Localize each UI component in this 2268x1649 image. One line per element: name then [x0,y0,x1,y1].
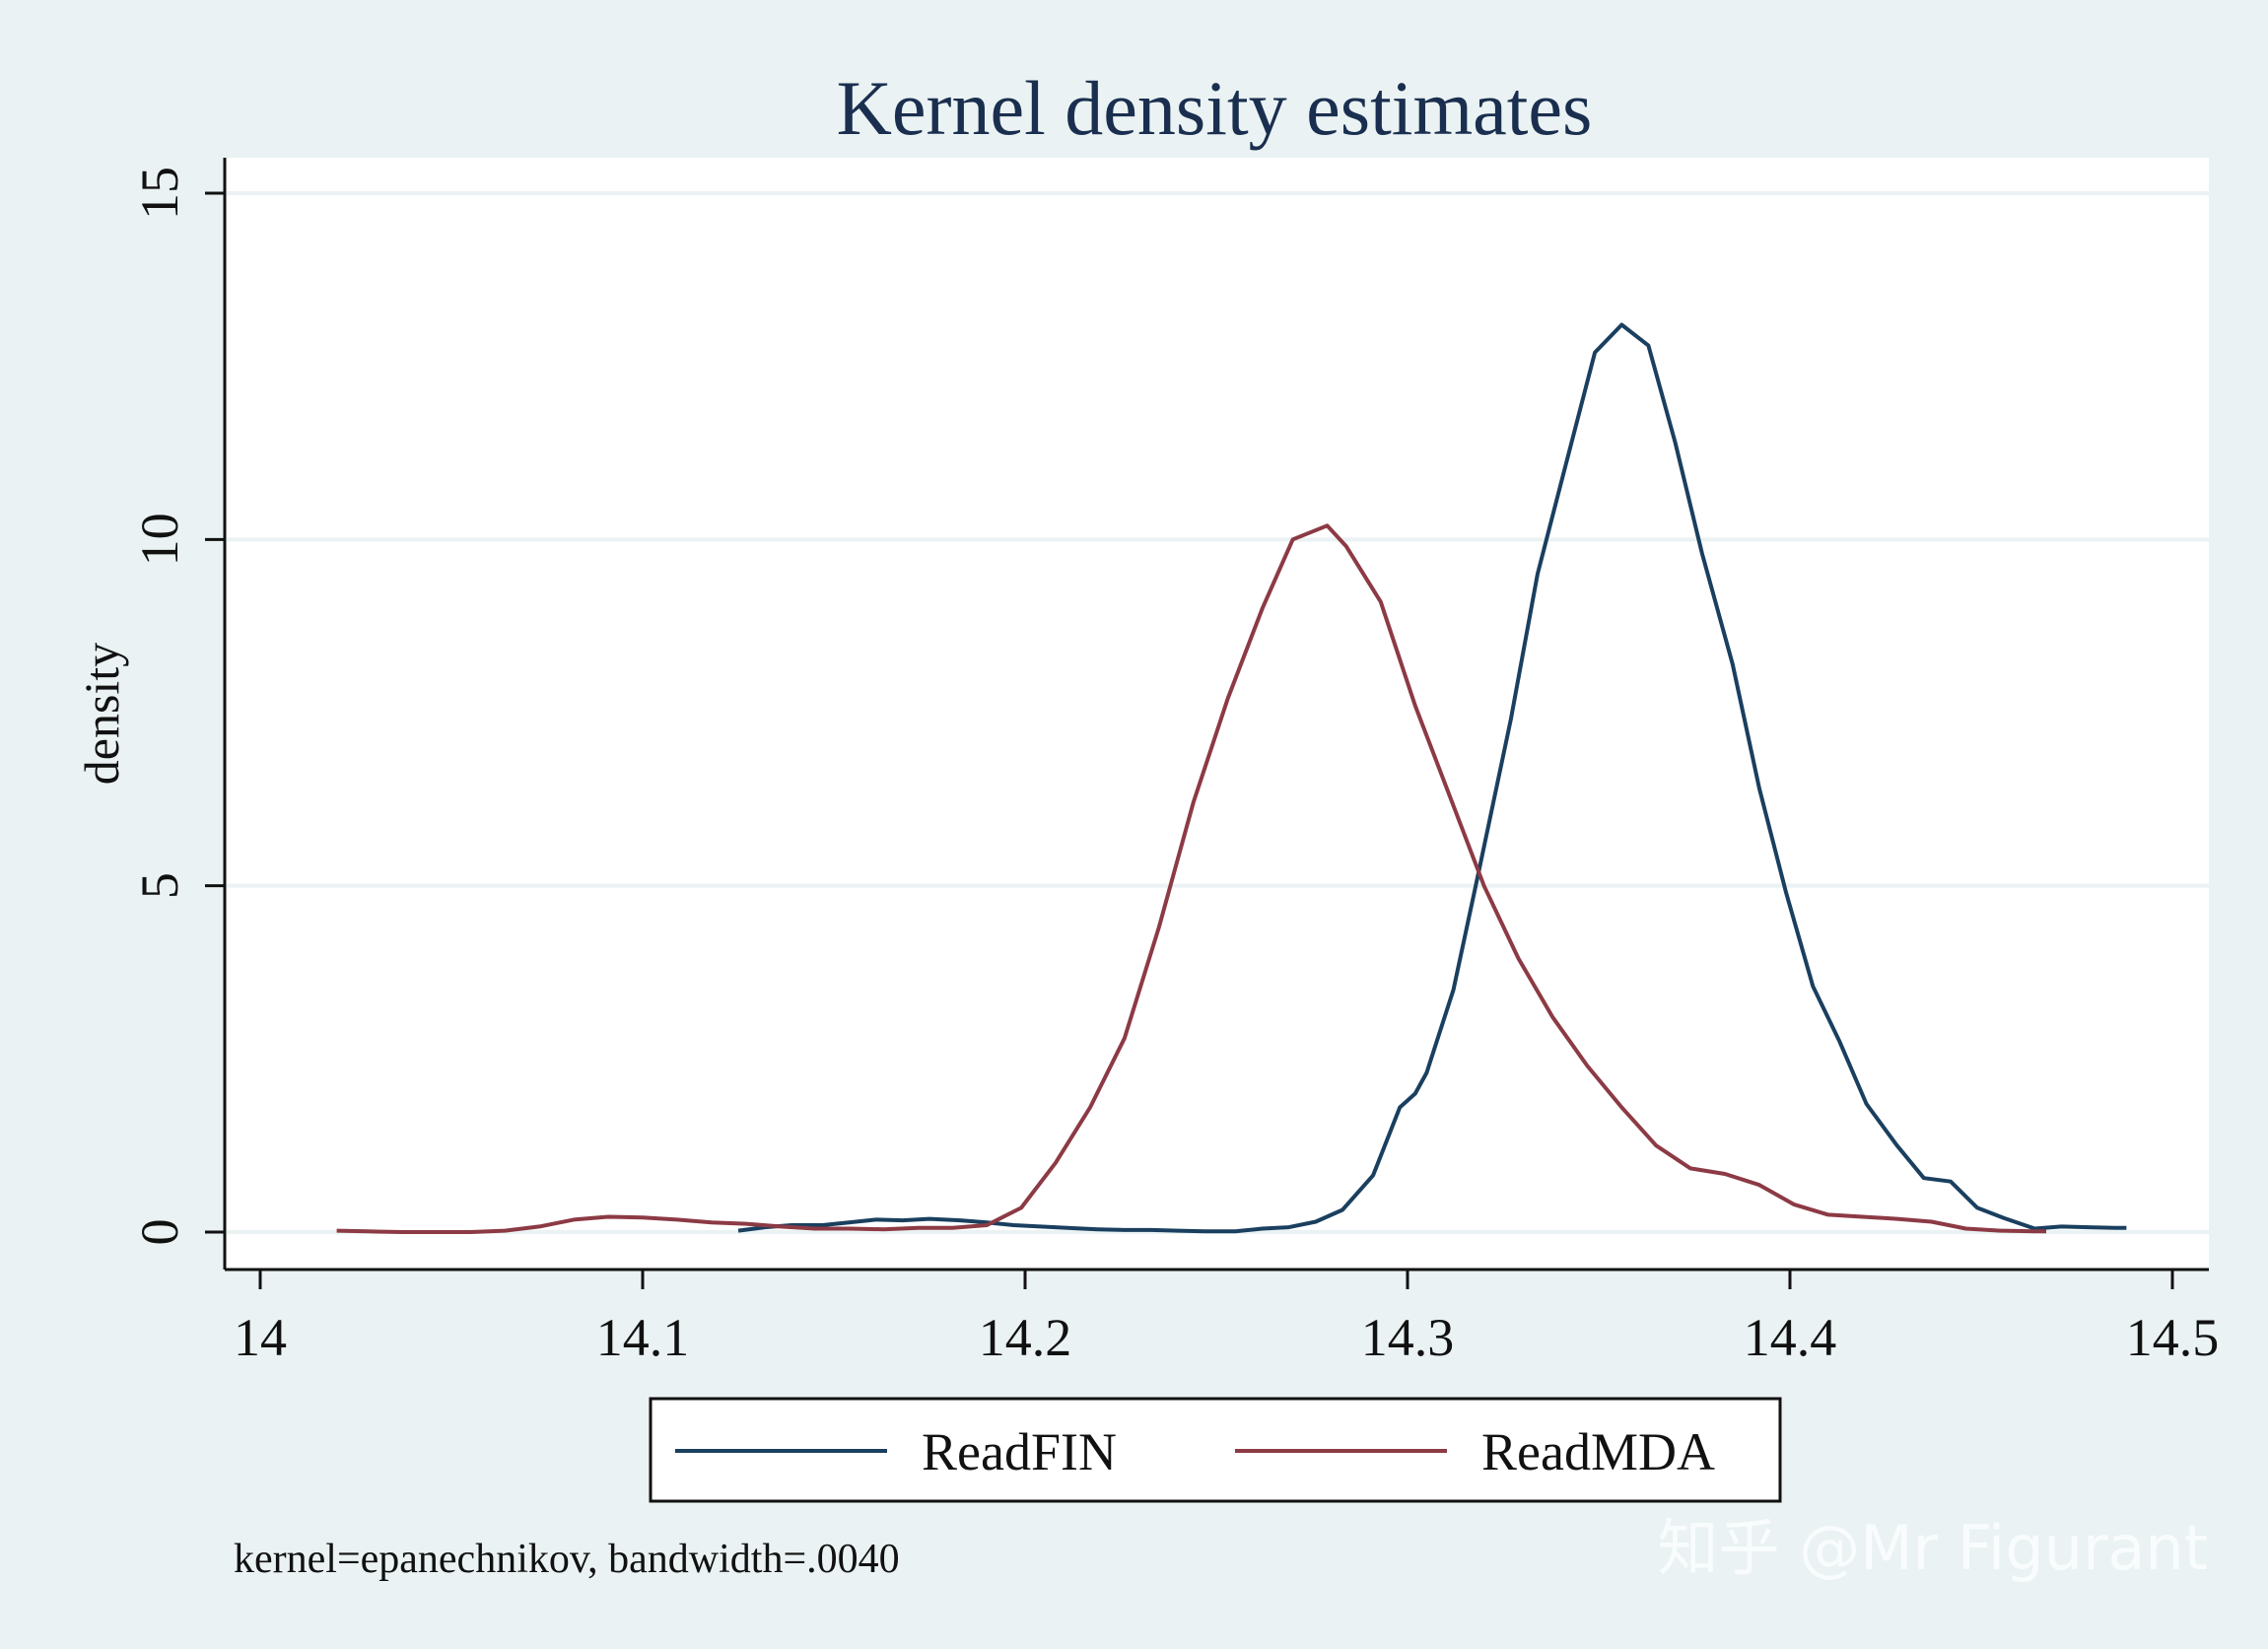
x-tick-label: 14 [234,1308,287,1367]
y-axis-label: density [74,643,129,785]
x-tick-label: 14.3 [1361,1308,1455,1367]
y-tick-label: 10 [130,513,189,566]
x-tick-label: 14.1 [596,1308,690,1367]
series-line-readfin [737,322,2127,1234]
legend: ReadFIN ReadMDA [649,1397,1782,1503]
chart-note: kernel=epanechnikov, bandwidth=.0040 [234,1537,900,1582]
x-tick-label: 14.2 [979,1308,1072,1367]
series-line-readmda [336,523,2046,1234]
chart-title: Kernel density estimates [837,65,1593,151]
y-tick-label: 5 [130,872,189,899]
x-tick-label: 14.5 [2126,1308,2220,1367]
x-tick-label: 14.4 [1744,1308,1837,1367]
watermark: 知乎 @Mr Figurant [1657,1512,2208,1584]
legend-label-readmda: ReadMDA [1481,1422,1715,1481]
grid-lines [225,191,2209,1234]
legend-label-readfin: ReadFIN [922,1422,1117,1481]
series-lines [336,322,2127,1234]
y-axis-ticks: 0 5 10 15 [130,167,225,1246]
plot-area [225,158,2209,1270]
x-axis-ticks: 14 14.1 14.2 14.3 14.4 14.5 [234,1270,2219,1367]
y-tick-label: 15 [130,167,189,220]
y-tick-label: 0 [130,1219,189,1246]
